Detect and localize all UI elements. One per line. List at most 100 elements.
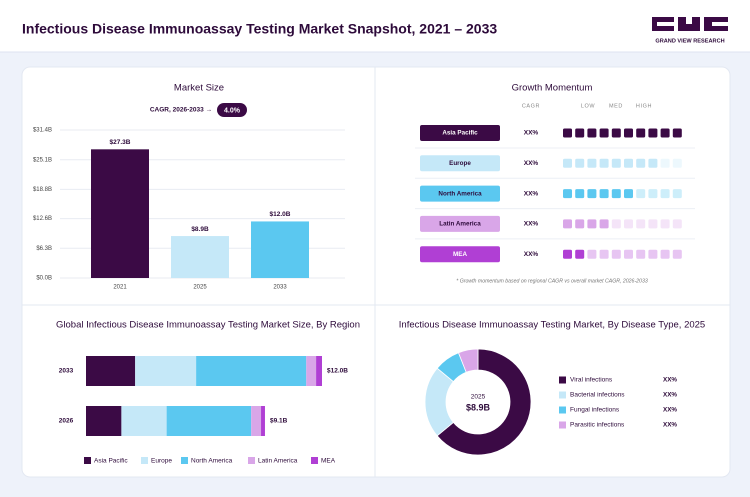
cagr-text: CAGR, 2026-2033 → bbox=[150, 107, 212, 114]
bar bbox=[91, 149, 149, 278]
bar-segment bbox=[251, 406, 262, 436]
logo bbox=[652, 17, 728, 31]
momentum-square bbox=[624, 128, 633, 138]
region-pill bbox=[420, 125, 500, 141]
legend-label: MEA bbox=[321, 458, 336, 465]
value-label: $27.3B bbox=[110, 139, 131, 146]
momentum-square bbox=[563, 219, 572, 229]
column-header: HIGH bbox=[636, 103, 652, 109]
donut-slice bbox=[436, 348, 532, 456]
momentum-square bbox=[575, 128, 585, 138]
momentum-square bbox=[563, 249, 572, 259]
momentum-square bbox=[599, 219, 609, 229]
cagr-label: XX% bbox=[524, 251, 539, 258]
y-tick-label: $31.4B bbox=[33, 128, 52, 134]
logo-text: GRAND VIEW RESEARCH bbox=[655, 38, 724, 44]
region-label: North America bbox=[438, 190, 482, 197]
chart-title: Infectious Disease Immunoassay Testing M… bbox=[399, 320, 705, 331]
momentum-square bbox=[636, 219, 646, 229]
momentum-square bbox=[599, 189, 609, 199]
page-title: Infectious Disease Immunoassay Testing M… bbox=[22, 21, 497, 37]
x-tick-label: 2025 bbox=[193, 285, 207, 291]
momentum-square bbox=[587, 219, 597, 229]
cagr-label: XX% bbox=[524, 190, 539, 197]
y-tick-label: $12.6B bbox=[33, 216, 52, 222]
bar-segment bbox=[86, 406, 122, 436]
legend-swatch bbox=[559, 421, 566, 429]
momentum-square bbox=[660, 249, 670, 259]
legend-value: XX% bbox=[663, 422, 677, 429]
legend-swatch bbox=[84, 457, 91, 464]
bar-segment bbox=[196, 356, 307, 386]
total-label: $12.0B bbox=[327, 368, 348, 375]
bar-segment bbox=[306, 356, 317, 386]
column-header: CAGR bbox=[522, 103, 540, 109]
momentum-square bbox=[611, 189, 621, 199]
momentum-square bbox=[636, 189, 646, 199]
legend-swatch bbox=[141, 457, 148, 464]
bar-segment bbox=[86, 356, 136, 386]
y-tick-label: 2026 bbox=[59, 418, 74, 425]
momentum-square bbox=[563, 128, 572, 138]
value-label: $12.0B bbox=[270, 211, 291, 218]
cagr-label: XX% bbox=[524, 221, 539, 228]
momentum-square bbox=[636, 128, 646, 138]
momentum-square bbox=[575, 189, 585, 199]
legend-label: Parasitic infections bbox=[570, 422, 625, 429]
momentum-square bbox=[672, 189, 682, 199]
legend-swatch bbox=[181, 457, 188, 464]
momentum-square bbox=[611, 219, 621, 229]
legend-swatch bbox=[559, 406, 566, 414]
chart-title: Growth Momentum bbox=[512, 83, 593, 94]
momentum-square bbox=[563, 189, 572, 199]
region-pill bbox=[420, 155, 500, 172]
momentum-square bbox=[624, 219, 633, 229]
cagr-label: XX% bbox=[524, 130, 539, 137]
bar-segment bbox=[316, 356, 322, 386]
region-label: Latin America bbox=[439, 221, 481, 228]
legend-swatch bbox=[248, 457, 255, 464]
momentum-square bbox=[563, 158, 572, 168]
momentum-square bbox=[624, 158, 633, 168]
cagr-value: 4.0% bbox=[224, 107, 241, 114]
bar bbox=[171, 236, 229, 278]
region-pill bbox=[420, 246, 500, 263]
bar-segment bbox=[135, 356, 197, 386]
momentum-square bbox=[575, 158, 585, 168]
momentum-square bbox=[611, 158, 621, 168]
momentum-square bbox=[660, 158, 670, 168]
momentum-square bbox=[660, 128, 670, 138]
momentum-square bbox=[599, 249, 609, 259]
momentum-square bbox=[648, 219, 658, 229]
momentum-square bbox=[648, 189, 658, 199]
cagr-label: XX% bbox=[524, 160, 539, 167]
legend-label: Asia Pacific bbox=[94, 458, 128, 465]
momentum-square bbox=[672, 128, 682, 138]
y-tick-label: $18.8B bbox=[33, 187, 52, 193]
momentum-square bbox=[611, 249, 621, 259]
momentum-square bbox=[624, 249, 633, 259]
momentum-square bbox=[587, 128, 597, 138]
cagr-badge bbox=[217, 103, 247, 117]
legend-label: Fungal infections bbox=[570, 407, 620, 414]
legend-value: XX% bbox=[663, 377, 677, 384]
x-tick-label: 2021 bbox=[113, 285, 127, 291]
chart-title: Market Size bbox=[174, 83, 224, 94]
legend-label: Europe bbox=[151, 458, 172, 465]
momentum-square bbox=[660, 189, 670, 199]
momentum-square bbox=[587, 249, 597, 259]
bar-segment bbox=[166, 406, 252, 436]
region-pill bbox=[420, 185, 500, 202]
region-label: Asia Pacific bbox=[442, 130, 478, 137]
momentum-square bbox=[575, 219, 585, 229]
y-tick-label: $25.1B bbox=[33, 157, 52, 163]
legend-swatch bbox=[559, 391, 566, 399]
y-tick-label: $6.3B bbox=[36, 246, 52, 252]
header-band bbox=[0, 0, 750, 52]
momentum-square bbox=[636, 158, 646, 168]
momentum-square bbox=[672, 219, 682, 229]
y-tick-label: $0.0B bbox=[36, 276, 52, 282]
legend-swatch bbox=[559, 376, 566, 384]
momentum-square bbox=[587, 158, 597, 168]
